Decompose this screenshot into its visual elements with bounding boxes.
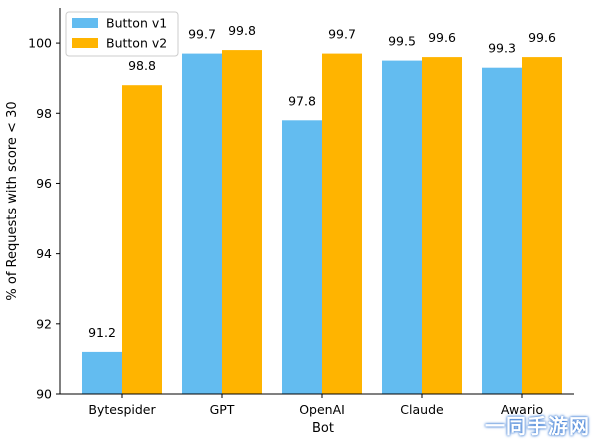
bar-openai-v2 [322,53,362,394]
y-tick-label: 92 [36,316,52,331]
bar-claude-v1 [382,60,422,394]
bars-group [82,50,562,395]
bar-awario-v1 [482,67,522,394]
x-tick-label: GPT [210,402,235,417]
data-label: 99.6 [528,30,556,45]
y-tick-label: 100 [28,36,52,51]
y-ticks-group: 90 92 94 96 98 100 [28,36,60,402]
watermark-logo: 一同手游网 [485,414,590,438]
y-tick-label: 98 [36,106,52,121]
legend-swatch-v1 [72,18,98,28]
data-label: 98.8 [128,58,156,73]
legend-label-v2: Button v2 [106,36,167,51]
x-tick-label: OpenAI [299,402,345,417]
data-label: 99.7 [188,27,216,42]
bar-bytespider-v2 [122,85,162,394]
x-axis-title: Bot [312,421,334,436]
legend-label-v1: Button v1 [106,16,167,31]
x-ticks-group: Bytespider GPT OpenAI Claude Awario [88,394,543,417]
data-label: 99.3 [488,41,516,56]
data-label: 99.8 [228,23,256,38]
legend-swatch-v2 [72,38,98,48]
bar-gpt-v2 [222,50,262,394]
y-tick-label: 94 [36,246,52,261]
data-labels-group: 91.2 98.8 99.7 99.8 97.8 99.7 99.5 99.6 99.3 99.6 [88,23,556,340]
y-tick-label: 96 [36,176,52,191]
bar-awario-v2 [522,57,562,394]
data-label: 91.2 [88,325,116,340]
x-tick-label: Awario [501,402,543,417]
x-tick-label: Claude [400,402,444,417]
data-label: 97.8 [288,93,316,108]
data-label: 99.7 [328,27,356,42]
bar-claude-v2 [422,57,462,394]
y-tick-label: 90 [36,387,52,402]
data-label: 99.6 [428,30,456,45]
legend: Button v1 Button v2 [65,11,179,57]
data-label: 99.5 [388,34,416,49]
bar-gpt-v1 [182,53,222,394]
y-axis-title: % of Requests with score < 30 [5,101,20,300]
bar-openai-v1 [282,120,322,395]
x-tick-label: Bytespider [88,402,156,417]
axes-group [59,8,574,395]
bar-bytespider-v1 [82,351,122,394]
